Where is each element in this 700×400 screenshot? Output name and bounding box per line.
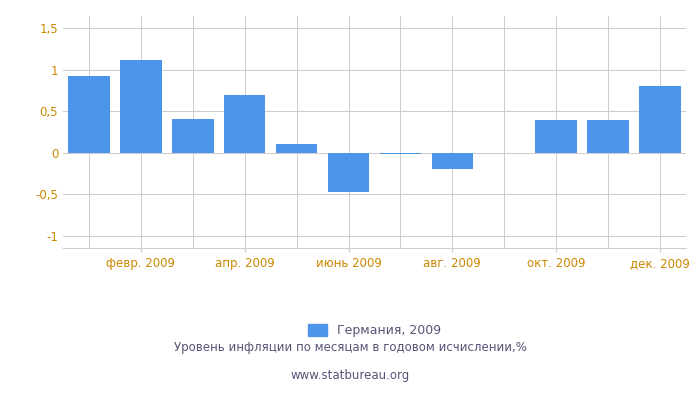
Bar xyxy=(587,120,629,153)
Bar xyxy=(276,144,317,153)
Text: Уровень инфляции по месяцам в годовом исчислении,%: Уровень инфляции по месяцам в годовом ис… xyxy=(174,342,526,354)
Bar xyxy=(68,76,110,153)
Bar xyxy=(328,153,370,192)
Legend: Германия, 2009: Германия, 2009 xyxy=(303,319,446,342)
Bar xyxy=(172,119,214,153)
Bar xyxy=(536,120,577,153)
Bar xyxy=(639,86,681,153)
Bar xyxy=(224,95,265,153)
Bar xyxy=(120,60,162,153)
Text: www.statbureau.org: www.statbureau.org xyxy=(290,370,410,382)
Bar xyxy=(432,153,473,169)
Bar xyxy=(379,153,421,154)
